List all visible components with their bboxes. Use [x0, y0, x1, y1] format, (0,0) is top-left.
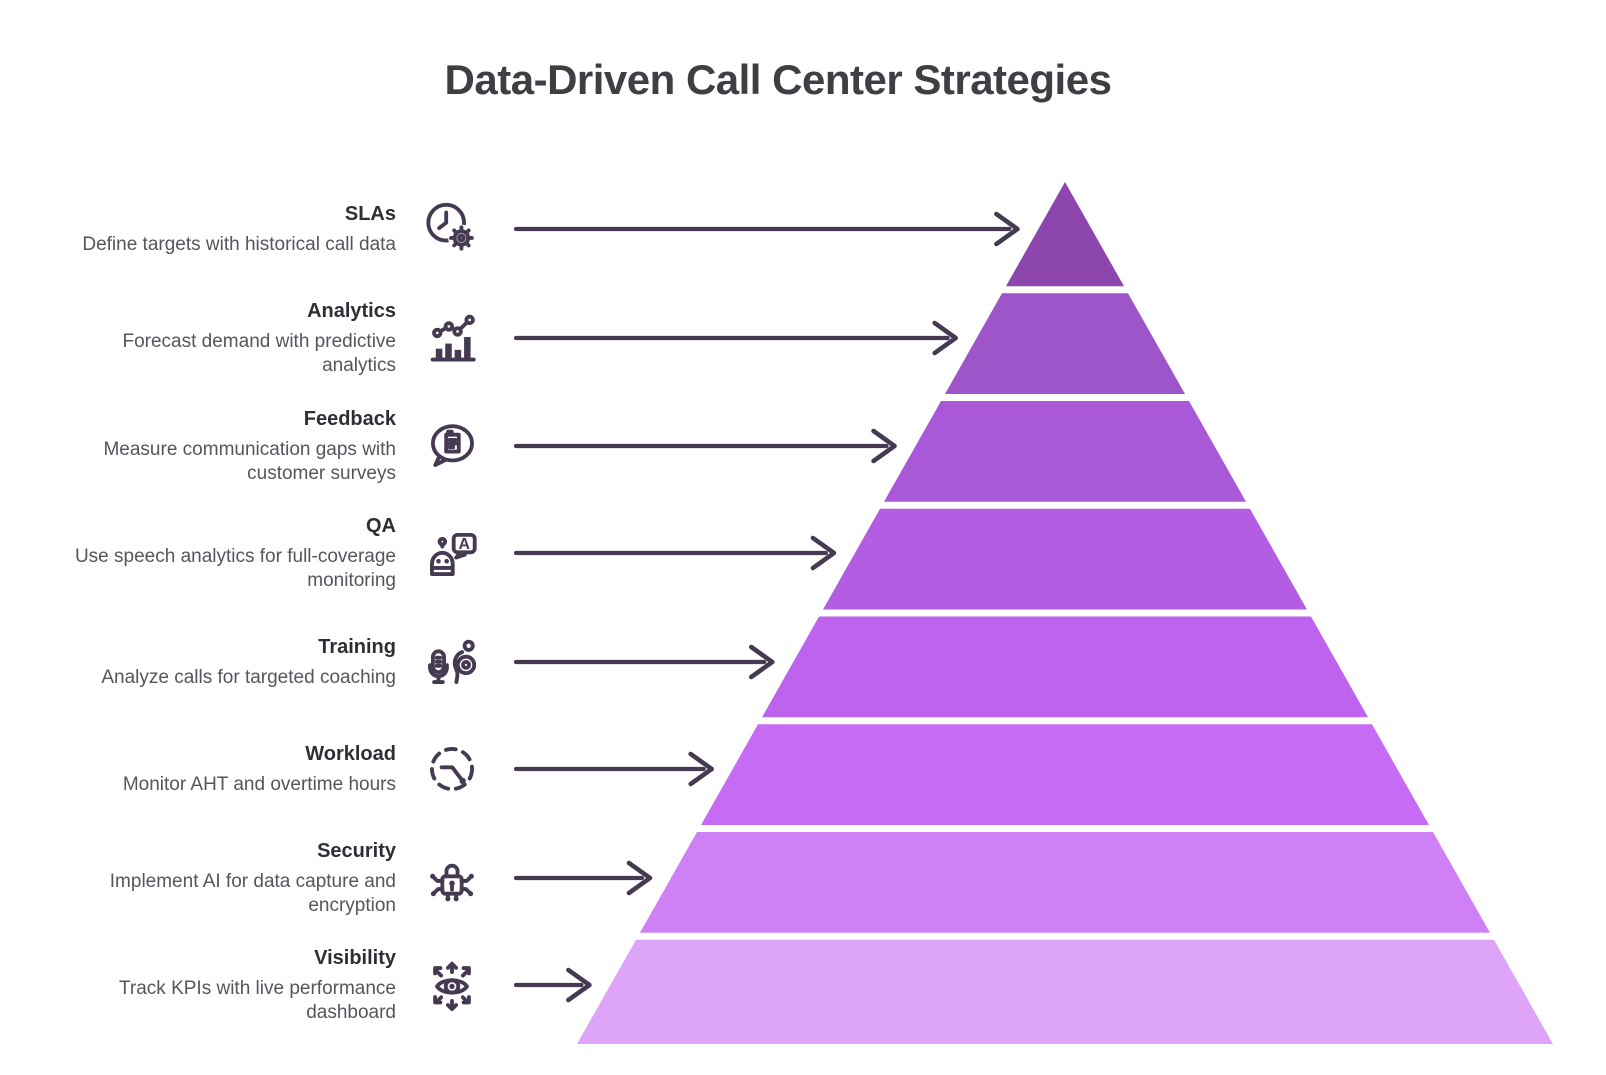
level-title: Analytics — [307, 300, 396, 322]
pyramid-level-feedback — [883, 401, 1247, 502]
level-description: Use speech analytics for full-coverage m… — [74, 546, 396, 591]
level-title: QA — [366, 515, 396, 537]
pyramid-level-security — [639, 832, 1491, 933]
level-row-training: Training Analyze calls for targeted coac… — [40, 633, 481, 691]
encryption-lock-icon — [423, 849, 481, 907]
level-label: SLAs Define targets with historical call… — [40, 201, 396, 257]
eye-tracking-icon — [423, 956, 481, 1014]
arrow-to-level-workload — [513, 751, 714, 787]
level-description: Forecast demand with predictive analytic… — [122, 331, 396, 376]
arrow-to-level-feedback — [513, 428, 897, 464]
survey-bubble-icon — [423, 417, 481, 475]
pyramid-level-qa — [822, 508, 1308, 610]
level-description: Define targets with historical call data — [82, 234, 396, 255]
pyramid-level-slas — [1005, 182, 1125, 287]
clock-gear-icon — [423, 200, 481, 258]
pyramid-level-visibility — [577, 939, 1553, 1044]
level-label: Analytics Forecast demand with predictiv… — [40, 298, 396, 378]
level-title: SLAs — [344, 203, 396, 225]
pyramid-level-training — [761, 616, 1369, 718]
level-title: Training — [318, 636, 396, 658]
arrow-to-level-visibility — [513, 967, 592, 1003]
arrow-to-level-training — [513, 644, 775, 680]
level-label: Security Implement AI for data capture a… — [40, 838, 396, 918]
level-title: Workload — [305, 743, 396, 765]
level-row-analytics: Analytics Forecast demand with predictiv… — [40, 298, 481, 378]
arrow-to-level-analytics — [513, 320, 958, 356]
page-title: Data-Driven Call Center Strategies — [444, 56, 1112, 103]
pyramid-level-analytics — [944, 293, 1186, 394]
level-description: Analyze calls for targeted coaching — [101, 667, 396, 688]
pyramid-level-workload — [700, 724, 1430, 825]
level-label: Visibility Track KPIs with live performa… — [40, 945, 396, 1025]
time-tracking-icon — [423, 740, 481, 798]
level-row-feedback: Feedback Measure communication gaps with… — [40, 406, 481, 486]
level-description: Monitor AHT and overtime hours — [122, 774, 396, 795]
bar-line-chart-icon — [423, 309, 481, 367]
level-row-visibility: Visibility Track KPIs with live performa… — [40, 945, 481, 1025]
level-description: Track KPIs with live performance dashboa… — [119, 978, 396, 1023]
level-title: Feedback — [303, 408, 396, 430]
level-label: Workload Monitor AHT and overtime hours — [40, 741, 396, 797]
level-row-workload: Workload Monitor AHT and overtime hours — [40, 740, 481, 798]
arrow-to-level-security — [513, 860, 653, 896]
level-description: Measure communication gaps with customer… — [103, 439, 396, 484]
arrow-to-level-slas — [513, 211, 1020, 247]
level-title: Visibility — [314, 947, 396, 969]
level-description: Implement AI for data capture and encryp… — [109, 871, 396, 916]
mic-coaching-icon — [423, 633, 481, 691]
level-row-slas: SLAs Define targets with historical call… — [40, 200, 481, 258]
level-row-qa: QA Use speech analytics for full-coverag… — [40, 513, 481, 593]
level-title: Security — [317, 840, 396, 862]
level-label: QA Use speech analytics for full-coverag… — [40, 513, 396, 593]
level-label: Feedback Measure communication gaps with… — [40, 406, 396, 486]
level-label: Training Analyze calls for targeted coac… — [40, 634, 396, 690]
robot-chat-icon: A — [423, 524, 481, 582]
level-row-security: Security Implement AI for data capture a… — [40, 838, 481, 918]
svg-text:A: A — [458, 536, 470, 553]
arrow-to-level-qa — [513, 535, 837, 571]
